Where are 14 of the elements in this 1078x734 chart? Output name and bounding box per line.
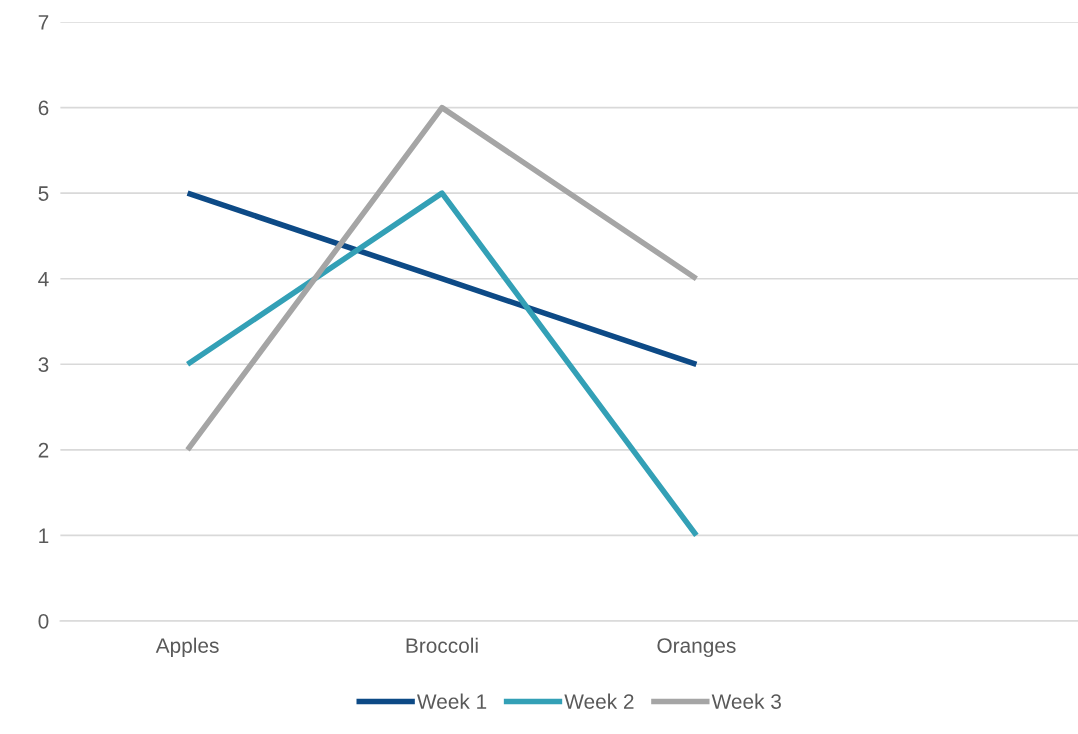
x-tick-label: Oranges xyxy=(657,638,736,658)
x-tick-label: Apples xyxy=(155,637,219,658)
y-tick-label: 6 xyxy=(38,100,49,116)
y-tick-label: 0 xyxy=(38,613,49,629)
y-tick-label: 5 xyxy=(38,186,49,201)
y-tick-label: 1 xyxy=(39,528,49,543)
legend-label: Week 3 xyxy=(711,693,781,709)
x-tick-label: Broccoli xyxy=(406,637,478,653)
y-tick-label: 3 xyxy=(38,357,49,373)
legend-label: Week 2 xyxy=(564,693,634,709)
y-tick-label: 4 xyxy=(38,271,49,287)
y-tick-label: 2 xyxy=(38,442,49,458)
y-tick-label: 7 xyxy=(38,15,49,30)
legend-label: Week 1 xyxy=(417,693,487,709)
